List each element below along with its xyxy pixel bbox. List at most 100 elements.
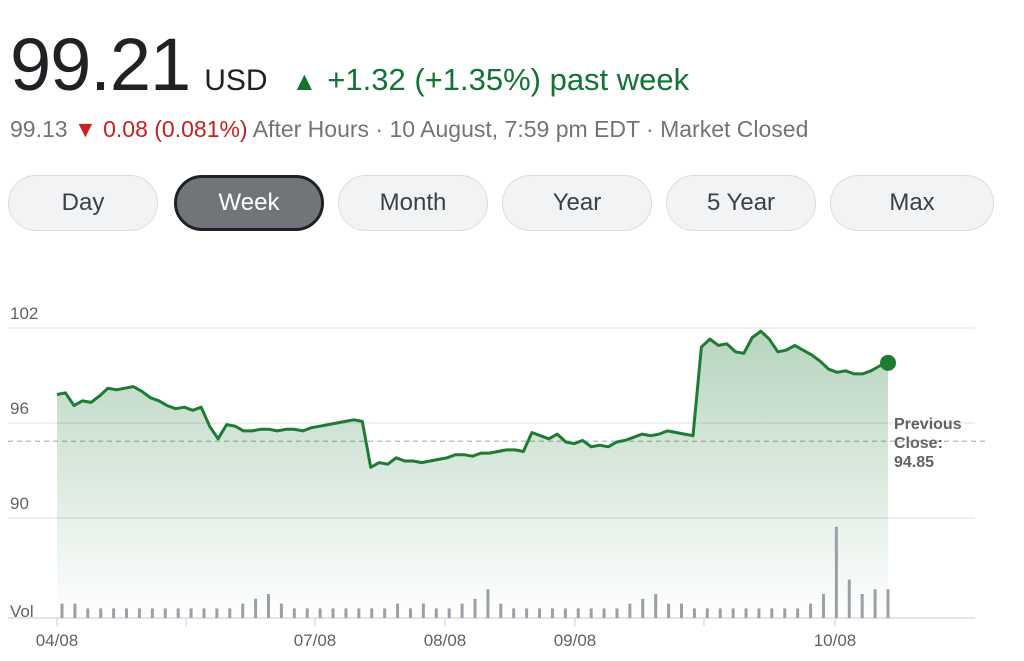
volume-bar [680,603,683,618]
volume-bar [512,608,516,618]
volume-bar [344,608,348,618]
down-arrow-icon: ▼ [73,116,97,142]
x-tick-label: 09/08 [554,631,597,650]
volume-bar [499,603,503,618]
volume-bar [292,608,296,618]
volume-bar [847,579,851,618]
volume-bar [576,608,580,618]
volume-bar [267,594,270,618]
volume-bar [667,603,671,618]
volume-bar [150,608,154,618]
previous-close-label: Previous [894,416,962,433]
current-price: 99.21 [10,23,191,106]
range-tabs: Day Week Month Year 5 Year Max [8,175,994,233]
volume-bar [473,598,477,618]
volume-bar [408,608,412,618]
tab-label: 5 Year [706,189,776,216]
tab-max[interactable]: Max [830,175,994,231]
after-hours-change: 0.08 (0.081%) [103,116,248,142]
volume-bar [550,608,554,618]
tab-month[interactable]: Month [338,175,488,231]
volume-bar [357,608,361,618]
volume-bar [99,608,103,618]
volume-bar [538,608,542,618]
tab-5-year[interactable]: 5 Year [666,175,816,231]
volume-bar [202,608,206,618]
y-tick-label: 96 [10,399,29,418]
after-hours-price: 99.13 [10,116,68,142]
volume-label: Vol [10,602,34,621]
volume-bar [241,603,245,618]
volume-bar [809,603,813,618]
up-arrow-icon: ▲ [291,66,318,96]
volume-bar [112,608,116,618]
volume-bar [654,594,658,618]
volume-bar [163,608,167,618]
tab-week[interactable]: Week [174,175,324,231]
x-tick-label: 10/08 [814,631,857,650]
last-price-dot [880,354,896,371]
volume-bar [860,594,864,618]
volume-bar [757,608,761,618]
tab-year[interactable]: Year [502,175,652,231]
volume-bar [60,603,64,618]
volume-bar [692,608,696,618]
volume-bar [189,608,193,618]
volume-bar [318,608,322,618]
after-hours-status: After Hours · 10 August, 7:59 pm EDT · M… [252,116,809,142]
volume-bar [563,608,567,618]
volume-bar [615,608,619,618]
volume-bar [589,608,593,618]
weekly-change-text: +1.32 (+1.35%) past week [327,62,690,97]
volume-bar [383,608,387,618]
volume-bar [215,608,219,618]
volume-bar [434,608,438,618]
volume-bar [370,608,374,618]
y-tick-label: 90 [10,494,29,513]
volume-bar [602,608,606,618]
volume-bar [86,608,90,618]
volume-bar [305,608,309,618]
tab-label: Day [61,189,105,216]
currency-label: USD [204,64,268,97]
x-tick-label: 08/08 [424,631,467,650]
volume-bar [834,526,838,618]
volume-bar [396,603,400,618]
volume-bar [421,603,425,618]
volume-bar [125,608,129,618]
x-tick-label: 04/08 [36,631,79,650]
weekly-change: ▲ +1.32 (+1.35%) past week [292,62,690,98]
volume-bar [886,589,890,618]
tab-label: Year [552,189,602,216]
volume-bar [821,594,825,618]
volume-bar [254,598,258,618]
volume-bar [628,603,632,618]
volume-bar [73,603,77,618]
volume-bar [770,608,774,618]
previous-close-value: 94.85 [894,454,934,471]
volume-bar [718,608,722,618]
volume-bar [447,608,451,618]
volume-bar [460,603,464,618]
volume-bar [641,598,645,618]
previous-close-label: Close: [894,435,943,452]
price-chart: 90 96 102 Vol 04/08 07/08 08/08 09/08 10/08 Pr… [8,304,985,650]
tab-day[interactable]: Day [8,175,158,231]
volume-bar [176,608,180,618]
volume-bar [525,608,529,618]
after-hours-line: 99.13 ▼ 0.08 (0.081%) After Hours · 10 A… [10,116,808,143]
volume-bar [873,589,877,618]
price-area [57,331,888,618]
tab-label: Week [218,189,280,216]
volume-bar [228,608,232,618]
volume-bar [486,589,490,618]
tab-label: Max [889,189,935,216]
volume-bar [796,608,800,618]
volume-bar [705,608,709,618]
x-tick-label: 07/08 [294,631,337,650]
volume-bar [331,608,335,618]
volume-bar [783,608,787,618]
volume-bar [744,608,748,618]
volume-bar [731,608,735,618]
volume-bar [279,603,283,618]
